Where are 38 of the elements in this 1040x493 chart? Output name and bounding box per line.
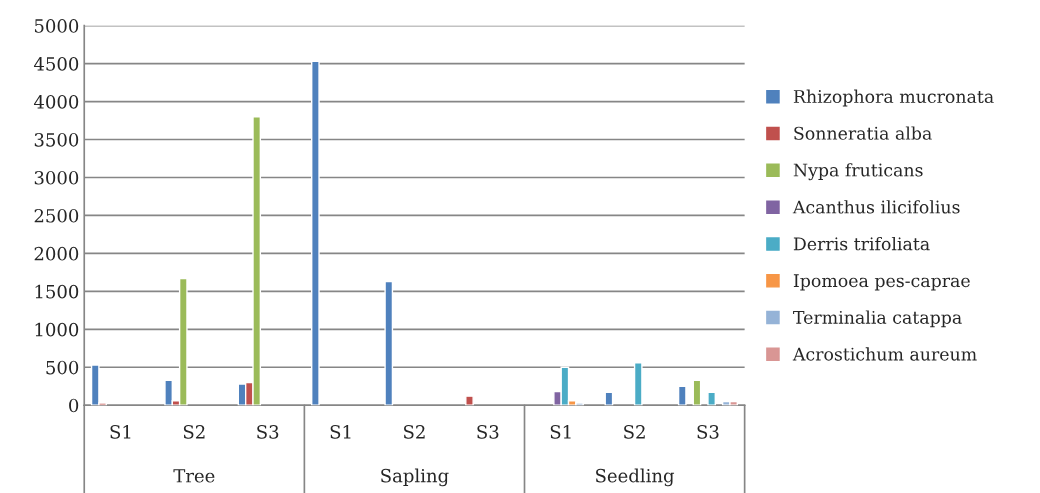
legend-label: Derris trifoliata xyxy=(793,236,930,251)
x-tick-label: S1 xyxy=(110,425,131,439)
bar xyxy=(311,60,320,406)
text: Tree xyxy=(173,469,215,483)
legend-label: Sonneratia alba xyxy=(794,126,932,140)
legend-label: Ipomoea pes-caprae xyxy=(793,274,970,291)
legend-label: Terminalia catappa xyxy=(793,310,962,328)
x-tick-label: S1 xyxy=(550,425,571,439)
legend-label: Acanthus ilicifolius xyxy=(792,200,960,214)
x-tick-label: S3 xyxy=(697,425,719,439)
bar xyxy=(677,385,687,406)
legend-label: Acrostichum aureum xyxy=(792,347,977,361)
text: Sapling xyxy=(381,468,449,487)
x-tick-label: S2 xyxy=(624,425,645,439)
legend-label: Nypa fruticans xyxy=(793,163,923,181)
x-tick-label: S3 xyxy=(477,425,499,439)
x-tick-label: S3 xyxy=(257,425,279,439)
bar xyxy=(692,379,702,406)
x-tick-label: S1 xyxy=(330,425,351,439)
x-tick-label: S2 xyxy=(404,425,425,439)
y-tick-label: 3000 xyxy=(34,170,79,185)
text: Seedling xyxy=(596,468,675,487)
y-tick-label: 2500 xyxy=(34,208,79,223)
bar xyxy=(465,395,474,406)
y-tick-label: 1500 xyxy=(35,284,79,299)
y-tick-label: 2000 xyxy=(34,246,79,261)
y-tick-label: 4500 xyxy=(33,57,79,71)
y-tick-label: 500 xyxy=(46,360,79,375)
legend-label: Rhizophora mucronata xyxy=(793,89,994,107)
x-tick-label: S2 xyxy=(183,425,205,439)
y-tick-label: 1000 xyxy=(35,322,79,337)
y-tick-label: 5000 xyxy=(34,19,79,33)
bar xyxy=(707,391,716,406)
bar xyxy=(384,280,394,406)
y-tick-label: 0 xyxy=(69,398,79,413)
y-tick-label: 4000 xyxy=(33,95,79,109)
y-tick-label: 3500 xyxy=(34,132,79,147)
bar xyxy=(633,362,643,406)
